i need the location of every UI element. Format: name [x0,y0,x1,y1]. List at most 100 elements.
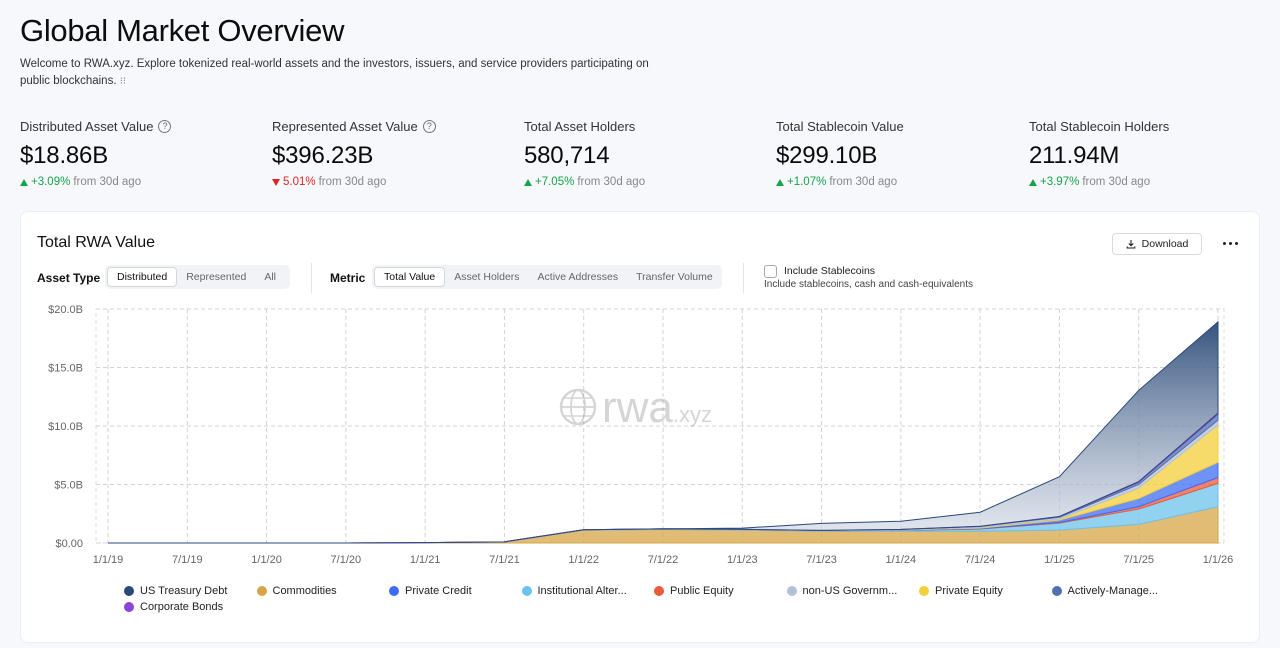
stat-total-stablecoin-value: Total Stablecoin Value $299.10B +1.07% fr… [776,118,1016,188]
page-header: Global Market Overview Welcome to RWA.xy… [20,12,700,90]
divider [743,263,744,293]
download-icon [1126,240,1135,249]
y-tick-label: $10.0B [48,421,83,433]
legend-label: Institutional Alter... [537,585,627,597]
stat-change: 5.01% from 30d ago [272,176,512,188]
legend-label: Public Equity [670,585,734,597]
stat-change-period: from 30d ago [577,176,646,188]
legend-color-dot [1051,586,1062,596]
intro-suffix: ⁝⁝ [119,76,127,87]
legend-color-dot [919,586,929,596]
x-tick-label: 1/1/24 [886,554,917,566]
x-tick-label: 7/1/25 [1123,554,1154,566]
stat-change-period: from 30d ago [318,176,387,188]
legend-item[interactable]: non-US Governm... [786,585,898,597]
area-commodities [108,506,1219,544]
legend-label: US Treasury Debt [140,585,228,597]
stat-change-value: +7.05% [535,176,575,188]
include-stablecoins-checkbox[interactable] [764,265,777,278]
x-tick-label: 7/1/20 [331,554,362,566]
stat-value: $396.23B [272,142,374,169]
card-title: Total RWA Value [37,234,155,251]
arrow-up-icon [524,178,532,186]
watermark-text: rwa.xyz [602,383,712,432]
x-axis-ticks: 1/1/19 7/1/19 1/1/20 7/1/20 1/1/21 7/1/21 1/1/… [93,554,1234,566]
stat-change-period: from 30d ago [829,176,898,188]
stats-row: Distributed Asset Value? $18.86B +3.09% f… [20,118,1280,194]
intro-text: Welcome to RWA.xyz. Explore tokenized re… [20,56,660,90]
total-rwa-value-card: Total RWA Value Download Asset Type Dist… [20,211,1260,643]
x-tick-label: 1/1/19 [93,554,124,566]
stat-value: 211.94M [1029,142,1120,169]
stat-change-value: 5.01% [283,176,316,188]
legend-color-dot [521,586,532,596]
download-button[interactable]: Download [1112,233,1202,255]
include-stablecoins-description: Include stablecoins, cash and cash-equiv… [764,279,974,290]
legend-item[interactable]: Institutional Alter... [521,585,627,597]
metric-asset-holders[interactable]: Asset Holders [454,271,520,283]
metric-active-addresses[interactable]: Active Addresses [537,271,619,283]
legend-item[interactable]: Actively-Manage... [1051,585,1158,597]
stat-value: $299.10B [776,142,878,169]
x-tick-label: 1/1/23 [727,554,758,566]
legend-item[interactable]: Public Equity [654,585,734,597]
legend-color-dot [654,586,664,596]
x-tick-label: 7/1/24 [965,554,996,566]
y-axis-ticks: $0.00 $5.0B $10.0B $15.0B $20.0B [48,304,83,550]
download-label: Download [1141,238,1189,250]
area-actively-manage [108,413,1219,544]
metric-transfer-volume[interactable]: Transfer Volume [636,271,713,283]
asset-type-represented[interactable]: Represented [186,271,247,283]
arrow-up-icon [776,178,784,186]
y-tick-label: $5.0B [54,480,83,492]
legend-item[interactable]: Commodities [256,585,337,597]
legend-color-dot [389,586,399,596]
y-tick-label: $0.00 [55,538,83,550]
legend-label: Corporate Bonds [140,601,224,613]
rwa-watermark: rwa.xyz [559,383,712,432]
legend-item[interactable]: US Treasury Debt [124,585,227,597]
include-stablecoins-label[interactable]: Include Stablecoins [784,265,876,277]
x-tick-label: 1/1/20 [251,554,282,566]
chart-grid [95,308,1225,544]
x-tick-label: 7/1/21 [489,554,520,566]
stat-change-period: from 30d ago [1082,176,1151,188]
x-tick-label: 7/1/19 [172,554,203,566]
help-icon[interactable]: ? [422,119,436,133]
stat-label: Represented Asset Value [272,118,418,134]
y-tick-label: $20.0B [48,304,83,316]
legend-label: Private Equity [935,585,1003,597]
x-tick-label: 1/1/25 [1044,554,1075,566]
legend-item[interactable]: Corporate Bonds [124,601,223,613]
stat-total-stablecoin-holders: Total Stablecoin Holders 211.94M +3.97% f… [1029,118,1269,188]
watermark-suffix: .xyz [673,402,712,427]
legend-item[interactable]: Private Credit [389,585,472,597]
legend-item[interactable]: Private Equity [919,585,1003,597]
stat-change-period: from 30d ago [73,176,142,188]
y-tick-label: $15.0B [48,363,83,375]
arrow-up-icon [20,178,28,186]
asset-type-label: Asset Type [37,271,101,285]
area-public-equity [108,476,1219,544]
x-tick-label: 7/1/22 [648,554,679,566]
asset-type-distributed[interactable]: Distributed [107,267,178,287]
legend-label: non-US Governm... [802,585,898,597]
asset-type-all[interactable]: All [264,271,276,283]
stat-change: +3.97% from 30d ago [1029,176,1269,188]
stat-total-asset-holders: Total Asset Holders 580,714 +7.05% from 3… [524,118,764,188]
stat-value: $18.86B [20,142,109,169]
stat-label: Distributed Asset Value [20,118,154,134]
area-non-us-governm [108,419,1219,544]
legend-label: Actively-Manage... [1067,585,1158,597]
intro-body: Welcome to RWA.xyz. Explore tokenized re… [20,58,649,87]
x-tick-label: 7/1/23 [806,554,837,566]
help-icon[interactable]: ? [158,119,172,133]
stat-label: Total Stablecoin Holders [1029,118,1170,134]
area-private-credit [108,461,1219,544]
metric-total-value[interactable]: Total Value [374,267,446,287]
legend-color-dot [256,586,267,596]
more-options-icon[interactable] [1219,236,1241,250]
legend-color-dot [786,586,797,596]
stat-change-value: +3.09% [31,176,71,188]
stat-change-value: +3.97% [1040,176,1080,188]
